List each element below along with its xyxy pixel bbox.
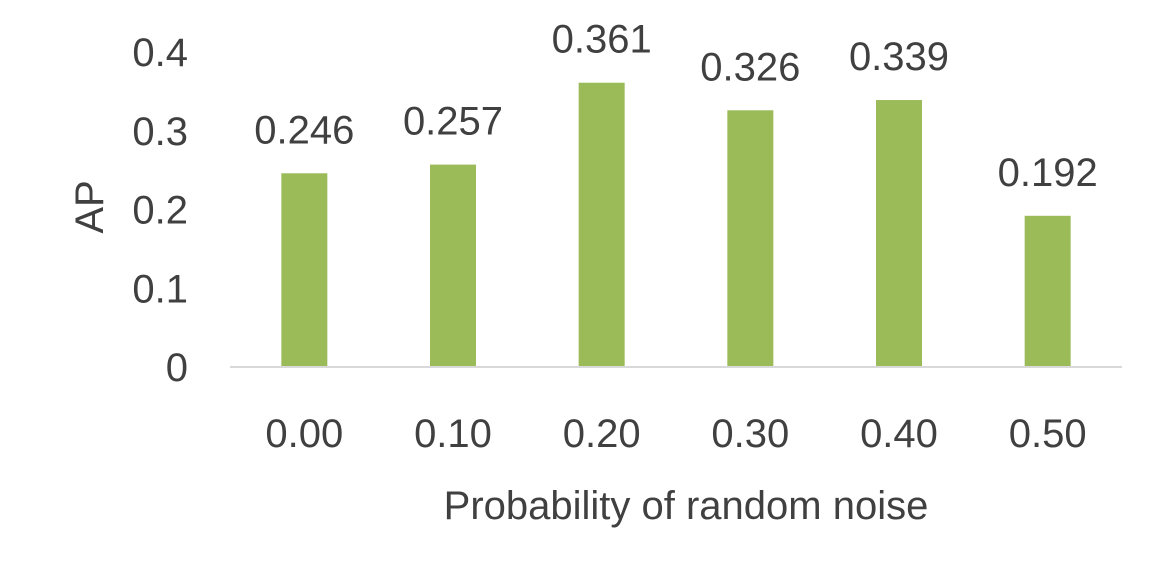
data-label: 0.192 [998,151,1098,195]
y-tick-label: 0.4 [132,31,188,75]
y-axis-title: AP [68,180,112,233]
x-tick-label: 0.00 [265,412,343,456]
bar [876,100,922,367]
bar [578,82,625,368]
bar [1024,215,1071,367]
bars [281,82,1071,368]
data-label: 0.339 [849,35,949,79]
x-tick-label: 0.20 [563,412,641,456]
data-label: 0.326 [700,45,800,89]
y-tick-label: 0 [166,346,188,390]
x-tick-label: 0.30 [711,412,789,456]
data-label: 0.361 [552,18,652,62]
y-tick-label: 0.2 [132,189,188,233]
bar [727,110,774,368]
x-tick-label: 0.50 [1009,412,1087,456]
bar [281,173,328,367]
y-axis-ticks: 0 0.1 0.2 0.3 0.4 [132,31,188,390]
data-label: 0.257 [403,100,503,144]
x-tick-label: 0.10 [414,412,492,456]
data-labels: 0.246 0.257 0.361 0.326 0.339 0.192 [254,18,1097,195]
bar [430,164,476,367]
x-axis-ticks: 0.00 0.10 0.20 0.30 0.40 0.50 [265,412,1086,456]
y-tick-label: 0.1 [132,267,188,311]
data-label: 0.246 [254,108,354,152]
x-axis-title: Probability of random noise [444,484,929,528]
y-tick-label: 0.3 [132,110,188,154]
x-tick-label: 0.40 [860,412,938,456]
